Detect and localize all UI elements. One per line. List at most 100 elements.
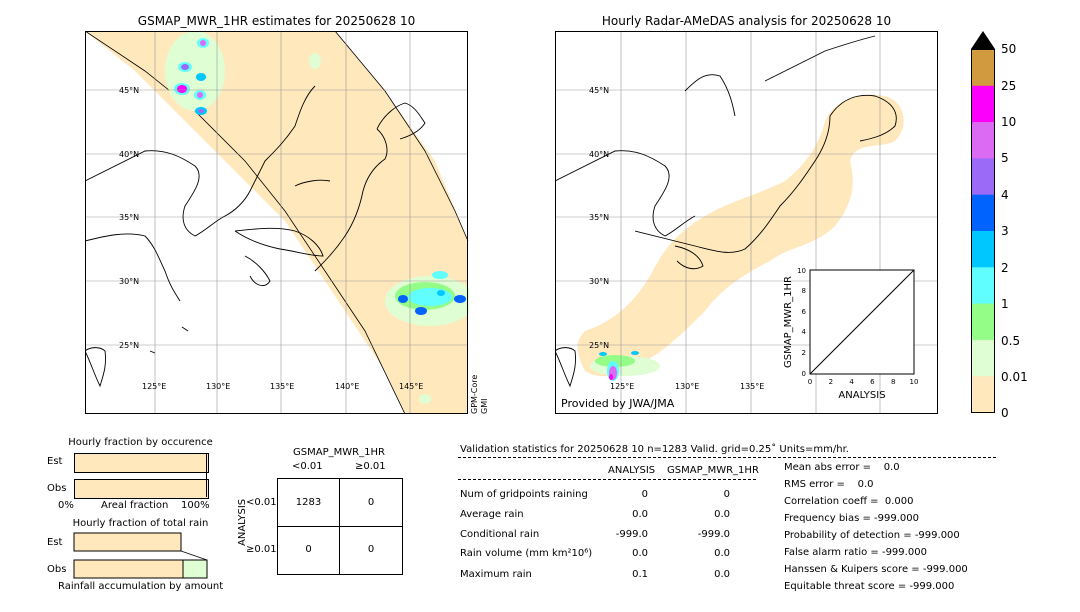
scatter-ytick-8: 8 (802, 287, 806, 295)
validation-row-gsmap: 0.0 (714, 569, 730, 580)
score-ets: Equitable threat score = -999.000 (784, 581, 955, 592)
left-lon-135: 135°E (270, 382, 295, 391)
colorbar-segment (971, 231, 995, 268)
scatter-ylabel: GSMAP_MWR_1HR (783, 276, 794, 368)
score-frequency-bias: Frequency bias = -999.000 (784, 513, 919, 524)
validation-row-label: Maximum rain (460, 569, 532, 580)
score-mae: Mean abs error = 0.0 (784, 462, 900, 473)
scatter-ytick-4: 4 (802, 328, 807, 336)
left-lat-40: 40°N (119, 150, 140, 159)
validation-row-label: Average rain (460, 509, 524, 520)
scatter-xtick-0: 0 (808, 378, 812, 386)
scatter-ytick-6: 6 (802, 308, 807, 316)
cbar-label-4: 4 (1001, 188, 1009, 202)
contingency-col-lt: <0.01 (292, 461, 323, 472)
scatter-xtick-4: 4 (849, 378, 854, 386)
cbar-label-50: 50 (1001, 42, 1017, 56)
colorbar-segment (971, 49, 995, 87)
contingency-row-ge: ≥0.01 (246, 544, 277, 555)
scatter-ytick-10: 10 (797, 267, 806, 275)
left-lat-30: 30°N (119, 277, 140, 286)
validation-row-analysis: 0.0 (632, 509, 648, 520)
radar-rain-okinawa (590, 351, 660, 381)
colorbar-segment (971, 339, 995, 377)
validation-row-gsmap: 0 (723, 489, 730, 500)
scatter-xtick-2: 2 (829, 378, 833, 386)
contingency-cell-tn: 1283 (295, 497, 322, 508)
right-lon-125: 125°E (610, 382, 635, 391)
occurrence-obs-bar (74, 479, 209, 499)
right-lon-135: 135°E (740, 382, 765, 391)
total-est-label: Est (47, 537, 63, 548)
contingency-cell-fp: 0 (367, 497, 375, 508)
right-map-title: Hourly Radar-AMeDAS analysis for 2025062… (601, 14, 892, 28)
cbar-label-10: 10 (1001, 115, 1017, 129)
colorbar-segment (971, 376, 995, 413)
score-correlation: Correlation coeff = 0.000 (784, 496, 914, 507)
validation-row-analysis: -999.0 (615, 529, 648, 540)
left-lat-45: 45°N (119, 86, 140, 95)
radar-coverage (577, 94, 904, 377)
scatter-ytick-2: 2 (802, 349, 806, 357)
scatter-xtick-10: 10 (910, 378, 919, 386)
right-lat-40: 40°N (589, 150, 610, 159)
cbar-label-1: 1 (1001, 297, 1009, 311)
scatter-inset: 0 2 4 6 8 10 0 2 4 6 8 10 ANALYSIS GSMAP… (783, 267, 919, 401)
swath-coverage (85, 31, 468, 414)
colorbar-segment (971, 122, 995, 159)
left-lon-145: 145°E (399, 382, 424, 391)
right-lat-35: 35°N (589, 213, 610, 222)
colorbar-segment (971, 267, 995, 305)
contingency-cell-tp: 0 (367, 544, 375, 555)
total-rain-bars (73, 532, 208, 579)
one-to-one-line (809, 269, 915, 375)
validation-row-label: Num of gridpoints raining (460, 489, 588, 500)
cbar-label-3: 3 (1001, 224, 1009, 238)
validation-row-gsmap: -999.0 (697, 529, 730, 540)
scatter-xtick-6: 6 (870, 378, 875, 386)
validation-row-gsmap: 0.0 (714, 509, 730, 520)
contingency-col-ge: ≥0.01 (355, 461, 386, 472)
colorbar-segment (971, 303, 995, 341)
total-rain-title: Hourly fraction of total rain (72, 518, 209, 529)
right-lon-130: 130°E (675, 382, 700, 391)
left-lon-130: 130°E (206, 382, 231, 391)
total-obs-bar (73, 559, 184, 579)
left-map-grid (85, 31, 468, 414)
cbar-label-2: 2 (1001, 261, 1009, 275)
right-lat-25: 25°N (589, 341, 610, 350)
sensor-label: GMI (480, 398, 489, 414)
validation-row-label: Conditional rain (460, 529, 540, 540)
occurrence-axis-label: Areal fraction (101, 500, 169, 511)
cbar-label-0-01: 0.01 (1001, 370, 1028, 384)
occurrence-title: Hourly fraction by occurence (68, 437, 213, 448)
occurrence-est-bar (74, 453, 209, 473)
total-rain-caption: Rainfall accumulation by amount (58, 581, 224, 592)
contingency-table: 1283 0 0 0 (277, 478, 403, 575)
validation-row-gsmap: 0.0 (714, 548, 730, 559)
validation-row-analysis: 0.1 (632, 569, 648, 580)
left-map (85, 31, 469, 414)
data-provider-label: Provided by JWA/JMA (561, 397, 675, 410)
right-lat-30: 30°N (589, 277, 610, 286)
colorbar (971, 31, 995, 413)
left-lat-35: 35°N (119, 213, 140, 222)
validation-col-analysis: ANALYSIS (608, 465, 656, 476)
occurrence-axis-100: 100% (181, 500, 210, 511)
validation-row-analysis: 0.0 (632, 548, 648, 559)
left-lon-140: 140°E (335, 382, 360, 391)
occurrence-est-label: Est (47, 456, 63, 467)
score-pod: Probability of detection = -999.000 (784, 530, 960, 541)
score-hk: Hanssen & Kuipers score = -999.000 (784, 564, 968, 575)
total-obs-label: Obs (47, 564, 67, 575)
satellite-label: GPM-Core (470, 374, 479, 414)
cbar-label-0: 0 (1001, 406, 1009, 420)
occurrence-axis-0: 0% (58, 500, 74, 511)
contingency-row-lt: <0.01 (246, 497, 277, 508)
rain-cluster-northwest (165, 31, 225, 115)
cbar-label-5: 5 (1001, 151, 1009, 165)
left-lat-25: 25°N (119, 341, 140, 350)
colorbar-segment (971, 158, 995, 196)
total-obs-bar-light-rain (182, 559, 208, 579)
validation-col-gsmap: GSMAP_MWR_1HR (667, 465, 759, 476)
